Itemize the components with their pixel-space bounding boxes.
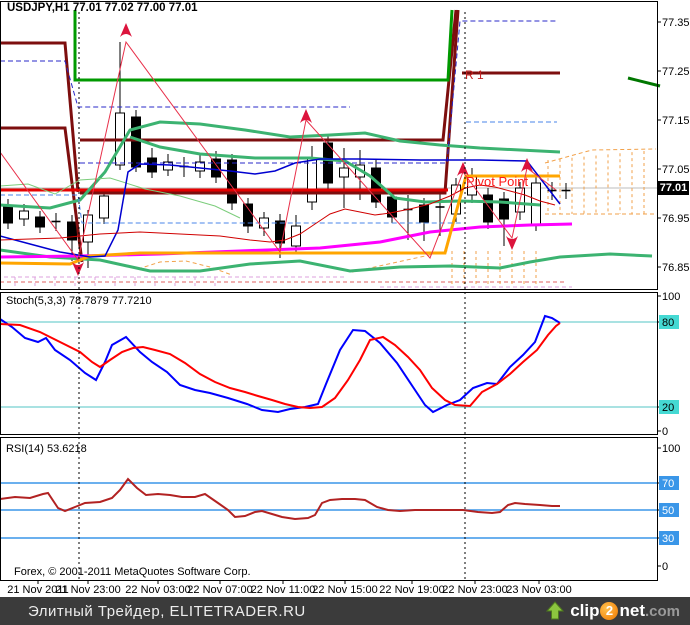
stoch-axis-label-box	[659, 315, 679, 329]
rsi-axis-label: 100	[662, 443, 680, 455]
red-ma	[0, 184, 556, 243]
chart-title: USDJPY,H1 77.01 77.02 77.00 77.01	[7, 2, 198, 14]
price-axis-label: 77.05	[662, 164, 690, 176]
time-axis-label: 22 Nov 11:00	[250, 584, 316, 596]
up-arrow-icon	[546, 601, 565, 620]
dark-red-prev-r1	[0, 41, 80, 193]
candle-body-bull	[19, 210, 29, 220]
clip2net-logo[interactable]: clip 2 net .com	[545, 601, 680, 621]
candle-body-bear	[3, 205, 13, 224]
price-axis: 77.35 77.25 77.15 77.05 76.95 76.85 100 80 20 0 10…	[657, 17, 690, 573]
dark-red-level-lower	[80, 9, 460, 195]
candle-body-bear	[211, 158, 221, 178]
candle-body-bear	[227, 159, 237, 204]
time-axis-label: 21 Nov 2011	[7, 584, 69, 596]
down-arrow-marker	[506, 236, 518, 250]
stoch-signal	[0, 322, 561, 410]
logo-clip: clip	[570, 601, 600, 620]
green-step-line	[73, 9, 454, 82]
down-arrow-marker	[72, 262, 84, 276]
stoch-axis-label: 20	[662, 402, 674, 414]
price-axis-label: 77.25	[662, 66, 690, 78]
footer-site-text: Элитный Трейдер, ELITETRADER.RU	[28, 602, 306, 620]
time-axis-label: 21 Nov 23:00	[55, 584, 121, 596]
blue-dash-step-1	[0, 60, 350, 108]
candle-body-bull	[307, 157, 317, 203]
rsi-indicator-title: RSI(14) 53.6218	[6, 443, 87, 455]
candle-body-bear	[131, 116, 141, 168]
price-axis-label: 76.85	[662, 262, 690, 274]
rsi-axis-label: 50	[662, 505, 674, 517]
logo-net: net	[619, 601, 645, 620]
light-green-ma	[0, 177, 241, 219]
orange-dash-arc	[137, 260, 233, 276]
up-arrow-marker	[457, 162, 469, 176]
price-axis-label: 77.35	[662, 17, 690, 29]
candles	[3, 42, 571, 268]
candle-body-bull	[195, 161, 205, 172]
current-price-box: 77.01	[658, 181, 689, 195]
overlay-lines	[0, 9, 661, 273]
dark-red-prev-pp	[0, 126, 84, 263]
time-axis-label: 22 Nov 07:00	[187, 584, 253, 596]
stoch-axis-label: 80	[662, 317, 674, 329]
chart-canvas[interactable]: 77.35 77.25 77.15 77.05 76.95 76.85 100 80 20 0 10…	[0, 0, 690, 597]
logo-com: .com	[644, 602, 680, 620]
logo-two-badge: 2	[600, 602, 619, 620]
blue-ma	[0, 158, 561, 258]
rsi-axis-label-box	[659, 531, 679, 545]
pivot-point-label: Pivot Point	[466, 174, 529, 189]
up-arrow-marker	[300, 109, 312, 123]
candle-body-bear	[419, 204, 429, 223]
rsi-line	[0, 477, 560, 521]
up-arrow-marker	[120, 23, 132, 37]
teal-upper-band	[0, 120, 561, 210]
stoch-indicator-title: Stoch(5,3,3) 78.7879 77.7210	[6, 295, 152, 307]
blue-dash-step-2	[80, 20, 557, 164]
r1-label: R 1	[465, 68, 484, 82]
stoch-axis-label-box	[659, 400, 679, 414]
candle-body-bear	[67, 221, 77, 241]
rsi-axis-label: 30	[662, 533, 674, 545]
time-axis-label: 22 Nov 15:00	[312, 584, 378, 596]
time-axis-label: 22 Nov 19:00	[379, 584, 445, 596]
zigzag	[0, 40, 557, 262]
rsi-panel-frame	[0, 437, 658, 581]
teal-mid-band	[129, 135, 541, 207]
time-axis-label: 22 Nov 03:00	[125, 584, 191, 596]
dark-red-level-upper	[80, 9, 458, 142]
stoch-main	[0, 314, 561, 414]
candle-body-bear	[35, 216, 45, 228]
teal-lower-band	[0, 248, 653, 273]
candle-body-bear	[499, 198, 509, 220]
copyright-text: Forex, © 2001-2011 MetaQuotes Software C…	[14, 566, 251, 578]
ltblue-dash-step-1	[0, 194, 462, 224]
candle-body-bear	[483, 194, 493, 223]
up-arrow-marker	[521, 158, 533, 172]
rsi-axis-label-box	[659, 476, 679, 490]
footer-bar: Элитный Трейдер, ELITETRADER.RU clip 2 n…	[0, 597, 690, 625]
candle-body-bear	[275, 220, 285, 244]
stoch-panel-frame	[0, 292, 658, 435]
rsi-axis-label: 70	[662, 478, 674, 490]
time-axis: 21 Nov 2011 21 Nov 23:00 22 Nov 03:00 22 No…	[0, 584, 690, 597]
time-axis-label: 23 Nov 03:00	[506, 584, 572, 596]
time-axis-label: 22 Nov 23:00	[442, 584, 508, 596]
candle-body-bull	[339, 167, 349, 178]
rsi-axis-label: 0	[662, 561, 668, 573]
green-right-segment	[627, 76, 661, 88]
zigzag-markers	[72, 23, 533, 276]
price-axis-label: 76.95	[662, 213, 690, 225]
rsi-axis-label-box	[659, 503, 679, 517]
candle-body-bull	[99, 195, 109, 219]
main-panel-frame	[0, 1, 658, 290]
orange-dash-cloud-top	[544, 148, 657, 164]
stoch-axis-label: 0	[662, 426, 668, 438]
price-axis-label: 77.15	[662, 115, 690, 127]
candle-body-bear	[387, 196, 397, 218]
stoch-axis-label: 100	[662, 291, 680, 303]
